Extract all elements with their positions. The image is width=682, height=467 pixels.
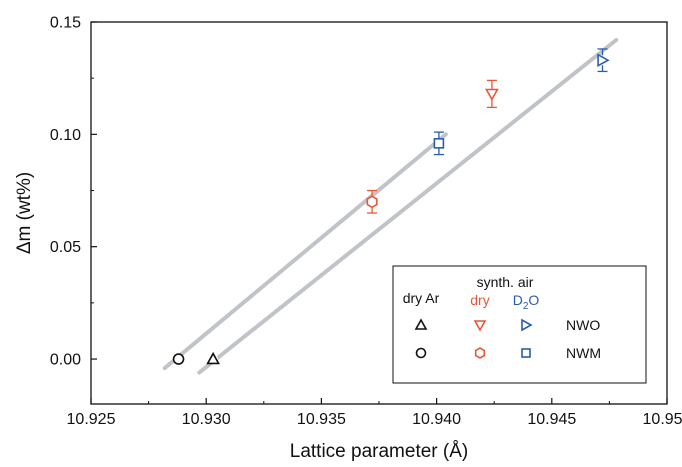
- legend-marker: [521, 348, 531, 358]
- data-point: [485, 88, 499, 102]
- x-tick-label: 10.945: [527, 411, 576, 428]
- legend-header-synth-air: synth. air: [477, 274, 534, 290]
- legend-marker: [474, 347, 486, 359]
- legend-header-dry: dry: [470, 292, 489, 308]
- y-tick-label: 0.15: [50, 15, 81, 32]
- legend-header-d2o-sub: 2: [523, 301, 529, 312]
- y-axis-title: Δm (wt%): [14, 172, 35, 254]
- y-tick-label: 0.00: [50, 352, 81, 369]
- legend-header-dry-ar: dry Ar: [403, 290, 440, 306]
- fit-line-2: [197, 37, 619, 375]
- data-point: [597, 53, 610, 68]
- legend-marker: [414, 318, 428, 330]
- legend-marker: [415, 347, 427, 359]
- legend-box: [392, 265, 647, 384]
- x-tick-label: 10.930: [182, 411, 231, 428]
- x-axis-title: Lattice parameter (Å): [290, 441, 468, 462]
- data-point: [433, 138, 445, 149]
- y-tick-label: 0.10: [50, 127, 81, 144]
- data-point: [206, 351, 220, 365]
- marker-background: [433, 138, 444, 149]
- legend-header-d2o: D2O: [513, 292, 540, 312]
- data-point: [366, 195, 378, 209]
- legend-markers: [414, 318, 533, 359]
- legend-marker: [473, 320, 487, 332]
- legend: dry Ar synth. air dry D2O NWO NWM: [392, 265, 647, 384]
- fit-line-1: [162, 132, 448, 371]
- legend-marker: [521, 318, 533, 332]
- marker-background: [367, 196, 378, 207]
- legend-header-d2o-main: D: [513, 292, 523, 308]
- x-tick-label: 10.925: [67, 411, 116, 428]
- legend-header-d2o-tail: O: [528, 292, 539, 308]
- marker-background: [173, 354, 184, 365]
- data-point: [172, 353, 185, 365]
- data-points: [172, 48, 610, 365]
- x-tick-label: 10.935: [297, 411, 346, 428]
- legend-label-nwo: NWO: [566, 317, 600, 333]
- x-tick-label: 10.940: [412, 411, 461, 428]
- x-tick-label: 10.950: [643, 411, 682, 428]
- y-tick-label: 0.05: [50, 239, 81, 256]
- axis-ticks: 10.925 10.930 10.935 10.940 10.945 10.950 0.00…: [50, 15, 682, 429]
- fit-lines: [162, 37, 619, 375]
- legend-label-nwm: NWM: [566, 345, 601, 361]
